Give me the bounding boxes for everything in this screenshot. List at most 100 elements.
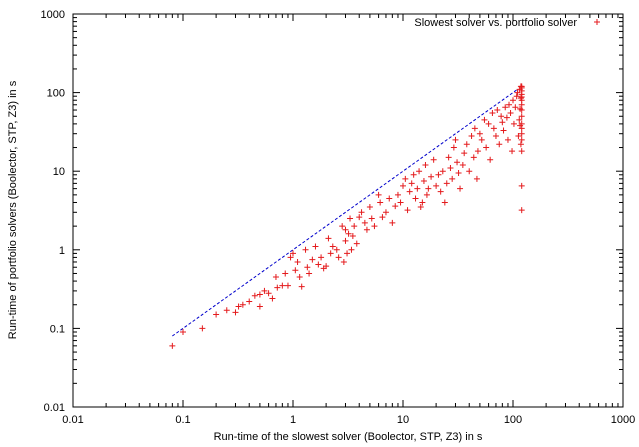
data-point [358,209,365,216]
data-point [518,130,525,137]
data-point [417,204,424,211]
data-point [325,235,332,242]
data-point [351,223,358,230]
data-point [518,136,525,143]
data-point [363,226,370,233]
data-point [294,258,301,265]
data-point [256,303,263,310]
data-point [318,254,325,261]
data-point [487,156,494,163]
x-tick-label: 100 [504,414,522,426]
legend-marker [594,19,600,25]
data-point [366,204,373,211]
data-point [459,161,466,168]
data-point [290,250,296,257]
data-point [333,246,340,253]
data-point [402,175,409,182]
data-point [344,250,351,257]
data-point [500,127,507,134]
data-point [425,185,432,192]
reference-line [172,88,518,337]
y-tick-label: 10 [53,166,65,178]
data-point [476,130,483,137]
x-tick-label: 10 [397,414,409,426]
data-point [265,290,272,297]
data-point [279,282,286,289]
y-axis-label: Run-time of portfolio solvers (Boolector… [7,80,19,339]
data-point [296,274,303,281]
data-point [494,107,501,114]
data-point [499,119,506,126]
data-point [269,295,276,302]
data-point [404,207,411,214]
data-point [502,104,509,111]
data-point [232,309,239,316]
data-point [199,325,206,332]
data-point [329,243,336,250]
data-point [450,144,457,151]
data-point [443,180,450,187]
data-points [169,83,525,349]
data-point [389,219,396,226]
data-point [474,148,481,155]
data-point [514,89,521,96]
data-point [408,180,415,187]
data-point [342,226,349,233]
data-point [335,254,342,261]
data-point [428,173,435,180]
x-tick-label: 0.1 [175,414,190,426]
data-point [298,283,305,290]
data-point [445,154,452,161]
data-point [513,93,520,100]
data-point [274,284,281,291]
data-point [507,110,514,117]
data-point [503,114,510,121]
data-point [517,95,524,102]
legend-label: Slowest solver vs. portfolio solver [414,17,577,29]
data-point [223,307,230,314]
data-point [400,182,406,189]
y-tick-label: 1 [59,245,65,257]
data-point [246,298,253,305]
data-point [512,104,519,111]
data-point [379,214,386,221]
data-point [213,311,220,318]
data-point [180,328,186,335]
data-point [342,237,349,244]
data-point [470,154,477,161]
data-point [518,148,525,155]
data-point [302,246,309,253]
data-point [422,161,429,168]
data-point [368,215,375,222]
data-point [506,101,513,108]
data-point [481,116,488,123]
x-axis-label: Run-time of the slowest solver (Boolecto… [214,431,483,443]
data-point [517,105,524,112]
legend: Slowest solver vs. portfolio solver [414,17,600,29]
data-point [489,110,496,117]
data-point [483,144,490,151]
data-point [518,207,525,214]
data-point [377,199,384,206]
data-point [457,185,464,192]
data-point [312,243,319,250]
data-point [516,116,523,123]
plot-frame [72,13,624,408]
data-point [304,264,311,271]
data-point [340,258,347,265]
data-point [375,191,382,198]
data-point [416,168,423,175]
data-point [461,150,468,157]
data-point [454,159,461,166]
data-point [309,256,316,263]
legend-marker-symbol [594,19,600,25]
data-point [498,113,505,120]
data-point [510,97,516,104]
y-tick-label: 0.01 [44,402,65,414]
y-axis: 0.01 0.1 1 10 100 1000 [41,9,623,414]
data-point [361,219,368,226]
data-point [251,292,258,299]
data-point [339,223,346,230]
data-point [473,175,480,182]
